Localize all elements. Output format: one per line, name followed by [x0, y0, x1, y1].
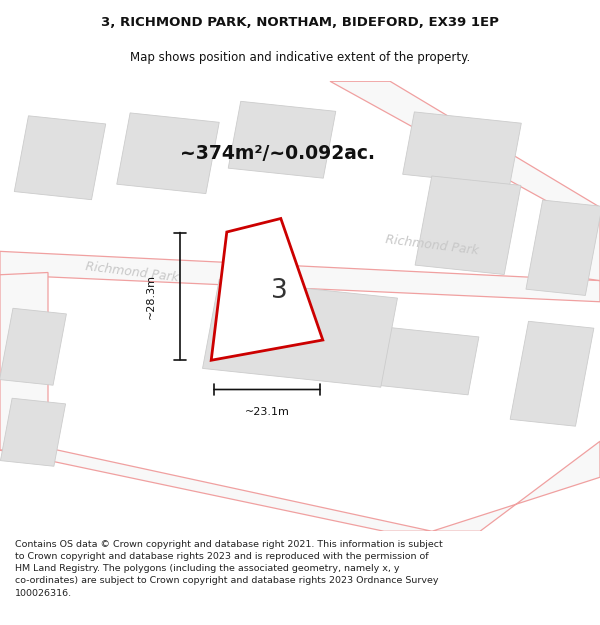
Polygon shape: [228, 101, 336, 178]
Polygon shape: [415, 176, 521, 274]
Polygon shape: [211, 219, 323, 360]
Text: 3: 3: [271, 278, 287, 304]
Text: ~23.1m: ~23.1m: [245, 407, 289, 417]
Text: Map shows position and indicative extent of the property.: Map shows position and indicative extent…: [130, 51, 470, 64]
Text: Contains OS data © Crown copyright and database right 2021. This information is : Contains OS data © Crown copyright and d…: [15, 540, 443, 598]
Polygon shape: [14, 116, 106, 200]
Polygon shape: [0, 448, 432, 531]
Polygon shape: [558, 208, 600, 281]
Text: Richmond Park: Richmond Park: [385, 233, 479, 258]
Polygon shape: [330, 81, 600, 208]
Text: 3, RICHMOND PARK, NORTHAM, BIDEFORD, EX39 1EP: 3, RICHMOND PARK, NORTHAM, BIDEFORD, EX3…: [101, 16, 499, 29]
Polygon shape: [0, 308, 67, 385]
Text: ~374m²/~0.092ac.: ~374m²/~0.092ac.: [180, 144, 375, 162]
Polygon shape: [432, 441, 600, 531]
Polygon shape: [403, 112, 521, 186]
Polygon shape: [117, 113, 219, 194]
Polygon shape: [510, 321, 594, 426]
Polygon shape: [1, 398, 65, 466]
Polygon shape: [361, 326, 479, 395]
Text: ~28.3m: ~28.3m: [146, 274, 156, 319]
Text: Richmond Park: Richmond Park: [85, 261, 179, 284]
Polygon shape: [0, 251, 600, 302]
Polygon shape: [203, 279, 397, 388]
Polygon shape: [0, 272, 48, 450]
Polygon shape: [526, 200, 600, 296]
